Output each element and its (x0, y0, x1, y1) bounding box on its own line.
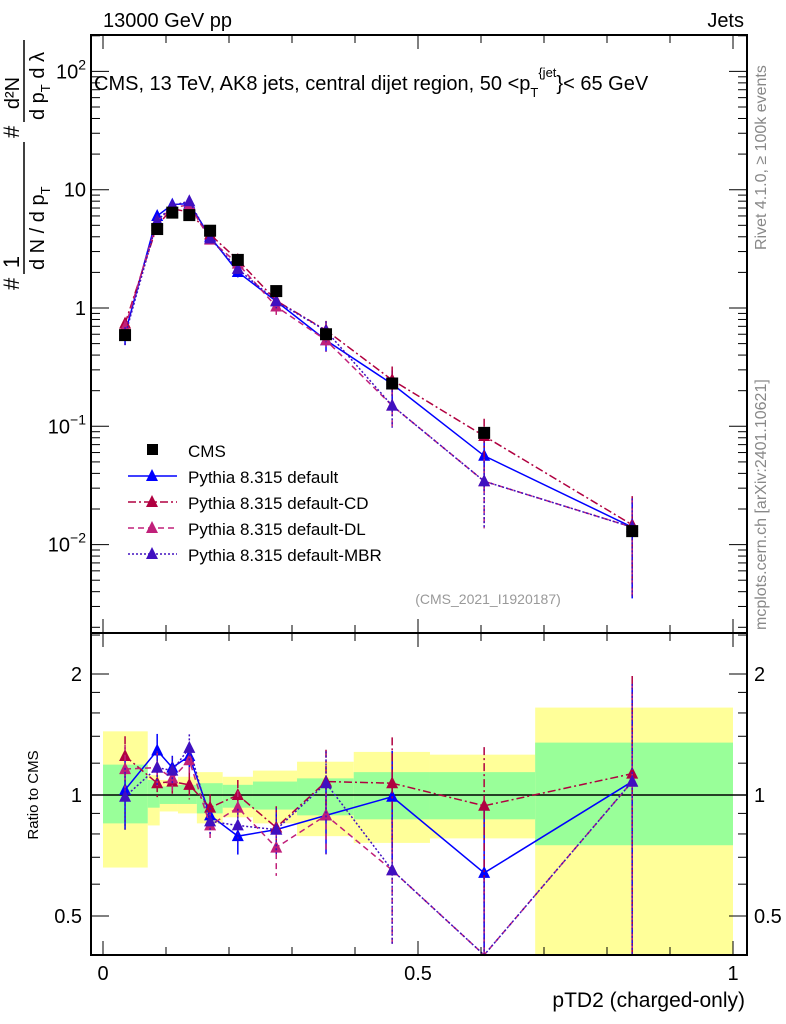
ratio-series-line (124, 746, 633, 957)
series-group (119, 194, 639, 957)
cms-data-point (626, 525, 639, 538)
legend-item: CMS (147, 442, 226, 461)
ratio-y-axis-label-text: Ratio to CMS (25, 750, 42, 839)
main-data-point (204, 231, 217, 244)
cms-data-point (166, 206, 179, 219)
legend-marker (146, 469, 158, 481)
cms-data-point (119, 329, 132, 342)
y-label-hash2: # (0, 125, 24, 138)
y-tick-label: 1 (75, 298, 86, 320)
legend-item: Pythia 8.315 default (128, 468, 339, 487)
ratio-data-point (183, 777, 196, 790)
ratio-data-point (626, 774, 639, 787)
main-data-point (231, 261, 244, 274)
x-tick-label: 1 (727, 963, 738, 985)
legend-item: Pythia 8.315 default-DL (128, 520, 366, 539)
y-axis-label: # 1 d N / d pT # d²N d pT d λ (0, 40, 53, 290)
ratio-data-point (151, 760, 164, 773)
ratio-data-point (270, 840, 283, 853)
ratio-y-tick-label-right: 0.5 (754, 906, 782, 928)
rivet-label-text: Rivet 4.1.0, ≥ 100k events (753, 65, 770, 250)
ratio-y-tick-label: 0.5 (54, 906, 82, 928)
legend-label: Pythia 8.315 default-DL (188, 520, 366, 539)
ratio-y-tick-label: 2 (71, 664, 82, 686)
y-label-num1: 1 (0, 256, 24, 268)
cms-data-point (183, 209, 196, 222)
main-data-point (183, 194, 196, 207)
cms-data-point (151, 223, 164, 236)
ratio-data-point (119, 789, 132, 802)
cms-data-point (386, 377, 399, 390)
legend-label: Pythia 8.315 default-MBR (188, 546, 382, 565)
legend-label: Pythia 8.315 default-CD (188, 494, 369, 513)
ratio-frame (90, 632, 748, 956)
ratio-data-point (270, 822, 283, 835)
ratio-data-point (151, 743, 164, 756)
y-label-den2: d pT d λ (27, 52, 53, 120)
main-data-point (151, 213, 164, 226)
y-tick-label: 10 (64, 180, 86, 202)
cms-data-point (320, 328, 333, 341)
legend-item: Pythia 8.315 default-CD (128, 494, 369, 513)
y-tick-label: 10−2 (48, 530, 86, 557)
rivet-label: Rivet 4.1.0, ≥ 100k events (753, 65, 770, 250)
cms-data-point (270, 285, 283, 298)
legend-label: CMS (188, 442, 226, 461)
band-1sigma-bin (535, 742, 733, 846)
axis-ticks: 0 0.5 1 102 10 1 10−1 10−2 2 2 1 1 0.5 0.5 (48, 35, 782, 985)
ratio-data-point (386, 863, 399, 876)
legend-item: Pythia 8.315 default-MBR (128, 546, 382, 565)
ratio-data-point (183, 740, 196, 753)
ratio-data-point (231, 829, 244, 842)
mcplots-label: mcplots.cern.ch [arXiv:2401.10621] (753, 379, 770, 630)
ratio-data-point (386, 776, 399, 789)
cms-data-point (478, 426, 491, 439)
ratio-y-axis-label: Ratio to CMS (25, 750, 42, 839)
x-axis-label: pTD2 (charged-only) (552, 989, 745, 1012)
x-tick-label: 0 (97, 963, 108, 985)
ratio-y-tick-label-right: 2 (754, 664, 765, 686)
legend-marker (146, 547, 158, 559)
y-label-num2: d²N (2, 77, 24, 109)
cms-data-point (204, 224, 217, 237)
y-label-den1: d N / d pT (27, 186, 53, 270)
ratio-y-tick-label: 1 (71, 785, 82, 807)
ratio-data-point (478, 798, 491, 811)
ratio-data-point (231, 800, 244, 813)
y-tick-label: 102 (56, 56, 86, 83)
ratio-data-point (166, 763, 179, 776)
legend: CMS Pythia 8.315 default Pythia 8.315 defa… (128, 442, 382, 565)
ratio-data-point (231, 818, 244, 831)
legend-marker (146, 495, 158, 507)
mcplots-label-text: mcplots.cern.ch [arXiv:2401.10621] (753, 379, 770, 630)
ratio-bands (91, 707, 747, 955)
ratio-data-point (204, 814, 217, 827)
header-left: 13000 GeV pp (103, 10, 232, 32)
analysis-id: (CMS_2021_I1920187) (415, 591, 561, 607)
ratio-y-tick-label-right: 1 (754, 785, 765, 807)
cms-data-point (231, 253, 244, 266)
ratio-data-point (204, 800, 217, 813)
ratio-data-point (386, 789, 399, 802)
main-data-point (386, 398, 399, 411)
legend-marker (146, 521, 158, 533)
x-tick-label: 0.5 (404, 963, 432, 985)
main-frame (90, 34, 748, 634)
legend-label: Pythia 8.315 default (188, 468, 339, 487)
legend-marker-cms (147, 444, 158, 455)
y-tick-label: 10−1 (48, 411, 86, 438)
header-right: Jets (707, 10, 744, 32)
plot-title: CMS, 13 TeV, AK8 jets, central dijet reg… (94, 65, 649, 100)
ratio-data-point (320, 808, 333, 821)
main-data-point (270, 294, 283, 307)
main-data-point (478, 474, 491, 487)
band-1sigma-bin (147, 779, 160, 808)
ratio-data-point (320, 776, 333, 789)
y-label-hash1: # (0, 277, 24, 290)
series-cms (119, 206, 639, 538)
